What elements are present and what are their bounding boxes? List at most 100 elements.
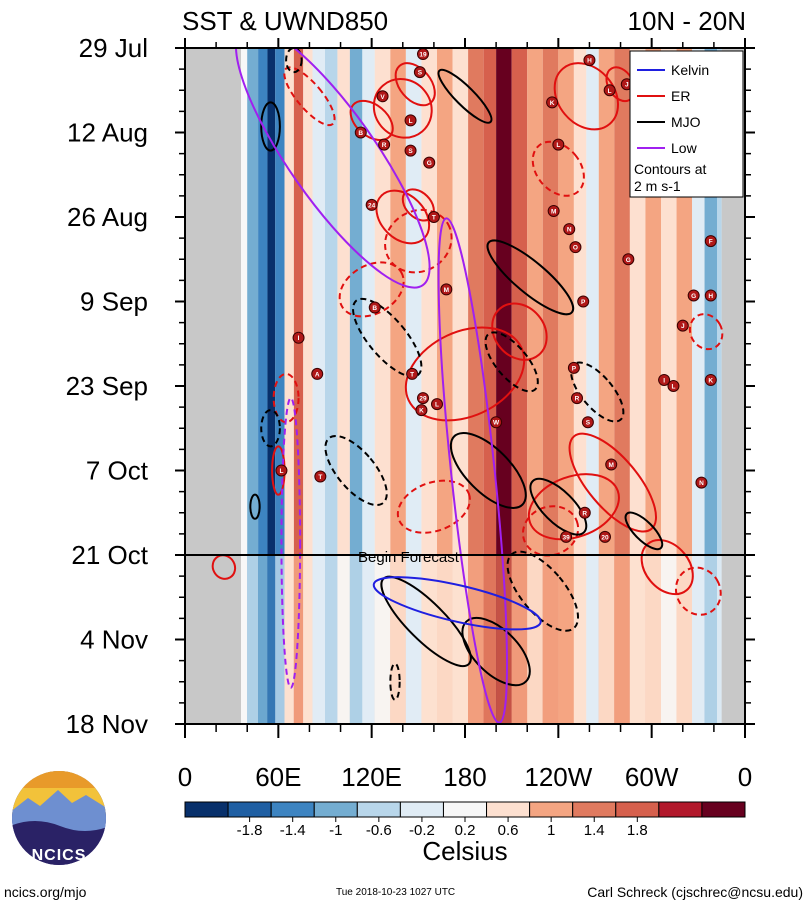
- mjo-contour-32: [352, 297, 423, 378]
- storm-symbol: [404, 114, 417, 127]
- sst-forecast-band-33: [692, 555, 705, 724]
- storm-symbol: [577, 295, 590, 308]
- storm-label: L: [279, 468, 283, 475]
- sst-forecast-band-5: [293, 555, 304, 724]
- mjo-contour-24: [437, 68, 493, 124]
- sst-forecast-band-18: [468, 555, 484, 724]
- storm-label: N: [567, 227, 572, 234]
- storm-symbol: [440, 283, 453, 296]
- storm-symbol: [583, 54, 596, 67]
- er-contour-14: [283, 66, 336, 127]
- er-contour-7: [404, 326, 526, 422]
- mjo-contour-35: [570, 361, 625, 423]
- sst-forecast-band-30: [645, 555, 661, 724]
- storm-symbol: [667, 380, 680, 392]
- colorbar-cell-5: [399, 801, 444, 818]
- sst-forecast-band-10: [349, 555, 363, 724]
- y-tick-label: 7 Oct: [86, 456, 149, 486]
- storm-label: T: [432, 215, 436, 222]
- er-contour-13: [211, 554, 237, 580]
- storm-marker-19: F: [704, 235, 717, 248]
- chart-title-right: 10N - 20N: [628, 6, 747, 36]
- sst-band-2: [267, 48, 276, 724]
- storm-marker-27: A: [311, 367, 324, 380]
- storm-marker-0: 19: [417, 48, 429, 61]
- y-tick-label: 9 Sep: [80, 287, 148, 317]
- storm-label: 19: [419, 52, 427, 59]
- x-tick-label: 60W: [625, 762, 679, 792]
- colorbar-cell-6: [442, 801, 488, 818]
- storm-symbol: [406, 367, 419, 380]
- colorbar-cell-8: [529, 801, 574, 818]
- storm-label: R: [582, 510, 587, 517]
- storm-label: I: [298, 335, 300, 342]
- storm-label: K: [550, 100, 555, 107]
- storm-marker-21: B: [368, 301, 381, 314]
- legend-note-line1: Contours at: [634, 161, 706, 177]
- sst-band-0: [247, 48, 259, 724]
- storm-symbol: [658, 373, 671, 386]
- storm-marker-30: I: [658, 373, 671, 386]
- sst-band-3: [275, 48, 285, 724]
- storm-label: L: [409, 118, 413, 125]
- colorbar-tick-label: -0.2: [409, 822, 435, 839]
- sst-forecast-band-26: [586, 555, 599, 724]
- sst-forecast-band-16: [437, 555, 453, 724]
- sst-forecast-band-31: [661, 555, 677, 724]
- storm-marker-25: J: [676, 319, 689, 332]
- colorbar-cell-4: [356, 801, 401, 818]
- storm-label: N: [699, 480, 704, 487]
- sst-band-5: [293, 48, 304, 724]
- storm-symbol: [378, 138, 391, 151]
- storm-label: L: [556, 142, 560, 149]
- er-contour-15: [384, 208, 453, 274]
- author: Carl Schreck (cjschrec@ncsu.edu): [587, 884, 803, 900]
- sst-forecast-band-24: [558, 555, 574, 724]
- mjo-contour-33: [324, 434, 388, 507]
- storm-marker-24: H: [704, 289, 717, 302]
- storm-label: 20: [601, 534, 609, 541]
- storm-symbol: [569, 241, 582, 254]
- colorbar-tick-label: 1.4: [584, 822, 605, 839]
- storm-label: A: [315, 371, 320, 378]
- sst-forecast-band-4: [284, 555, 294, 724]
- storm-marker-40: T: [314, 470, 327, 483]
- storm-symbol: [571, 392, 583, 405]
- colorbar-tick-label: 0.6: [498, 822, 519, 839]
- mjo-contour-37: [260, 409, 281, 448]
- x-tick-label: 120W: [524, 762, 592, 792]
- storm-label: H: [587, 58, 592, 65]
- legend: Kelvin ER MJO Low Contours at 2 m s-1: [629, 50, 744, 198]
- storm-label: H: [708, 293, 713, 300]
- storm-symbol: [552, 138, 565, 151]
- x-tick-label: 120E: [341, 762, 402, 792]
- storm-symbol: [423, 156, 436, 169]
- storm-label: R: [382, 142, 387, 149]
- colorbar-tick-label: -1.8: [237, 822, 263, 839]
- storm-marker-10: H: [583, 54, 596, 67]
- sst-forecast-band-23: [542, 555, 559, 724]
- sst-forecast-band-11: [362, 555, 375, 724]
- storm-marker-44: 39: [560, 530, 573, 543]
- sst-forecast-band-29: [629, 555, 646, 724]
- colorbar-tick-label: 0.2: [455, 822, 476, 839]
- storm-label: 24: [368, 202, 376, 209]
- storm-label: I: [663, 377, 665, 384]
- storm-marker-8: 24: [365, 198, 378, 211]
- storm-symbol: [354, 126, 367, 139]
- y-tick-label: 12 Aug: [67, 118, 148, 148]
- storm-marker-7: G: [423, 156, 436, 169]
- storm-marker-18: G: [622, 253, 635, 266]
- storm-label: O: [573, 245, 578, 252]
- y-tick-label: 23 Sep: [66, 371, 148, 401]
- mjo-contour-38: [285, 48, 303, 74]
- legend-entries: Kelvin ER MJO Low: [637, 62, 709, 156]
- storm-symbol: [676, 319, 689, 332]
- er-contour-9: [527, 473, 620, 541]
- sst-forecast-band-0: [247, 555, 259, 724]
- storm-label: M: [551, 208, 556, 215]
- storm-symbol: [546, 96, 559, 109]
- storm-label: S: [418, 70, 423, 77]
- storm-marker-23: G: [687, 289, 700, 302]
- storm-symbol: [427, 211, 440, 223]
